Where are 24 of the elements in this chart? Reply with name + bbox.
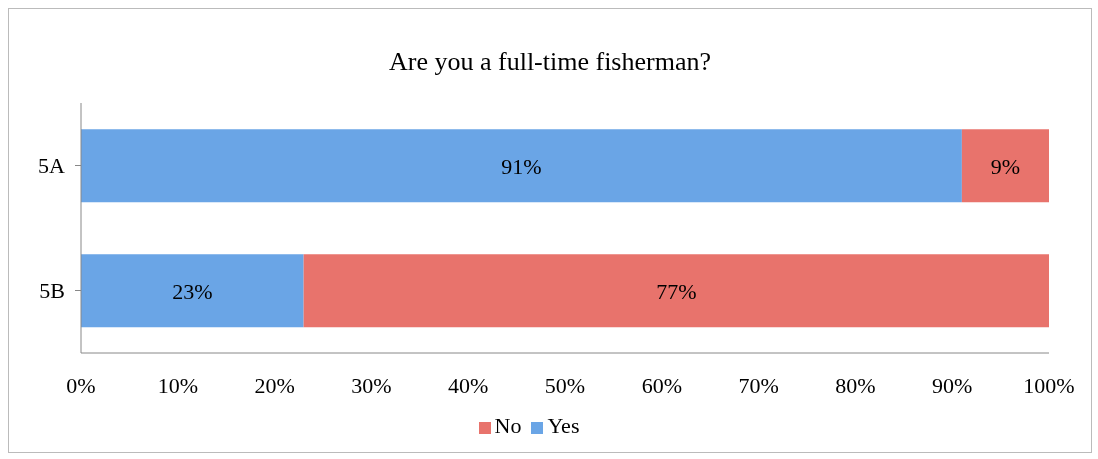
x-tick-label: 70% — [738, 372, 779, 398]
x-tick-label: 40% — [448, 372, 489, 398]
x-tick-label: 60% — [641, 372, 682, 398]
x-tick-label: 0% — [66, 372, 96, 398]
data-label: 91% — [501, 153, 542, 179]
x-tick-label: 100% — [1023, 372, 1075, 398]
y-tick-label: 5A — [38, 153, 66, 179]
data-label: 77% — [656, 278, 697, 304]
bar — [81, 129, 962, 203]
chart-title: Are you a full-time fisherman? — [388, 46, 712, 76]
legend-label: Yes — [547, 413, 580, 438]
x-tick-label: 80% — [835, 372, 876, 398]
bar — [961, 129, 1049, 203]
data-label: 23% — [172, 278, 213, 304]
bar — [303, 254, 1049, 328]
x-tick-label: 10% — [157, 372, 198, 398]
x-tick-label: 30% — [351, 372, 392, 398]
x-tick-label: 50% — [544, 372, 586, 398]
bar — [81, 254, 304, 328]
data-label: 9% — [990, 153, 1021, 179]
legend-label: No — [494, 413, 522, 438]
x-tick-label: 20% — [254, 372, 295, 398]
x-tick-label: 90% — [932, 372, 973, 398]
y-tick-label: 5B — [39, 278, 65, 304]
